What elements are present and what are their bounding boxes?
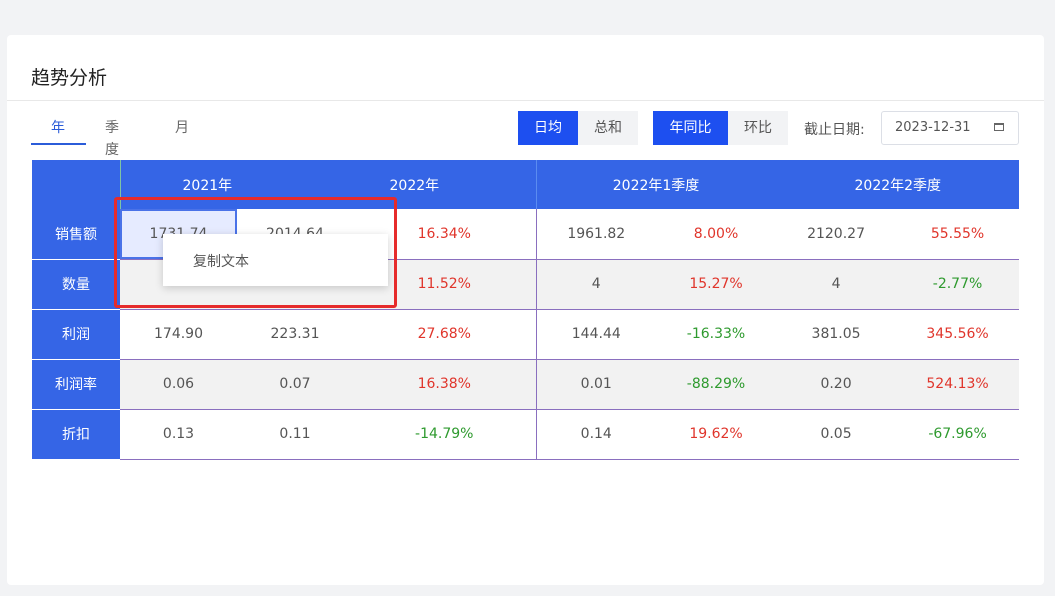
header-2022-q2: 2022年2季度 [775, 160, 1020, 209]
tab-quarter[interactable]: 季度 [105, 120, 119, 158]
table-cell[interactable]: 144.44 [535, 309, 657, 360]
active-tab-indicator [31, 143, 86, 145]
table-cell[interactable]: 0.14 [535, 409, 657, 460]
title-divider [7, 100, 1044, 101]
copy-text-menu-item[interactable]: 复制文本 [193, 254, 249, 270]
daily-average-button[interactable]: 日均 [518, 111, 578, 145]
calendar-icon[interactable] [994, 123, 1004, 131]
table-cell[interactable]: 0.07 [237, 359, 354, 410]
table-cell[interactable]: 0.11 [237, 409, 354, 460]
table-cell[interactable]: 8.00% [656, 209, 777, 260]
table-cell[interactable]: 0.13 [120, 409, 237, 460]
trend-analysis-card: 趋势分析 年 季度 月 日均 总和 年同比 环比 截止日期: 2023-12-3… [7, 35, 1044, 585]
table-cell[interactable]: 0.05 [776, 409, 897, 460]
table-cell[interactable]: -16.33% [656, 309, 777, 360]
table-cell[interactable]: 19.62% [656, 409, 777, 460]
row-label-discount: 折扣 [32, 409, 120, 460]
header-2022: 2022年 [352, 160, 537, 209]
end-date-label: 截止日期: [804, 122, 865, 138]
table-cell[interactable]: 524.13% [896, 359, 1020, 410]
trend-table: 2021年 2022年 2022年1季度 2022年2季度 销售额 1731.7… [32, 160, 1020, 460]
table-cell[interactable]: 4 [535, 259, 657, 310]
tab-month[interactable]: 月 [175, 120, 189, 136]
sum-button[interactable]: 总和 [578, 111, 638, 145]
table-cell[interactable]: 16.38% [353, 359, 537, 410]
table-cell[interactable]: 2120.27 [776, 209, 897, 260]
table-cell[interactable]: 15.27% [656, 259, 777, 310]
table-header-row: 2021年 2022年 2022年1季度 2022年2季度 [32, 160, 1020, 209]
table-cell[interactable]: 1961.82 [535, 209, 657, 260]
table-cell[interactable]: 223.31 [237, 309, 354, 360]
table-cell[interactable]: 345.56% [896, 309, 1020, 360]
row-label-quantity: 数量 [32, 259, 120, 310]
table-corner-cell [32, 160, 120, 209]
tab-year[interactable]: 年 [51, 120, 65, 136]
table-cell[interactable]: -2.77% [896, 259, 1020, 310]
table-cell[interactable]: -14.79% [353, 409, 537, 460]
table-cell[interactable]: 4 [776, 259, 897, 310]
table-cell[interactable]: 0.01 [535, 359, 657, 410]
table-row: 利润 174.90 223.31 27.68% 144.44 -16.33% 3… [32, 309, 1020, 360]
table-row: 折扣 0.13 0.11 -14.79% 0.14 19.62% 0.05 -6… [32, 409, 1020, 460]
period-over-period-button[interactable]: 环比 [728, 111, 788, 145]
table-cell[interactable]: 55.55% [896, 209, 1020, 260]
header-2022-q1: 2022年1季度 [535, 160, 777, 209]
card-title: 趋势分析 [31, 67, 108, 89]
context-menu: 复制文本 [163, 234, 388, 286]
end-date-value: 2023-12-31 [895, 120, 971, 135]
row-label-sales: 销售额 [32, 209, 120, 260]
row-label-profit: 利润 [32, 309, 120, 360]
row-label-profit-margin: 利润率 [32, 359, 120, 410]
end-date-picker[interactable]: 2023-12-31 [881, 111, 1019, 145]
header-2021: 2021年 [119, 160, 354, 209]
table-cell[interactable]: 0.06 [120, 359, 237, 410]
table-cell[interactable]: 0.20 [776, 359, 897, 410]
year-over-year-button[interactable]: 年同比 [653, 111, 728, 145]
table-cell[interactable]: -88.29% [656, 359, 777, 410]
table-cell[interactable]: 27.68% [353, 309, 537, 360]
table-cell[interactable]: -67.96% [896, 409, 1020, 460]
table-row: 利润率 0.06 0.07 16.38% 0.01 -88.29% 0.20 5… [32, 359, 1020, 410]
comparison-toggle: 年同比 环比 [653, 111, 788, 145]
table-cell[interactable]: 381.05 [776, 309, 897, 360]
table-cell[interactable]: 174.90 [120, 309, 237, 360]
aggregation-toggle: 日均 总和 [518, 111, 638, 145]
